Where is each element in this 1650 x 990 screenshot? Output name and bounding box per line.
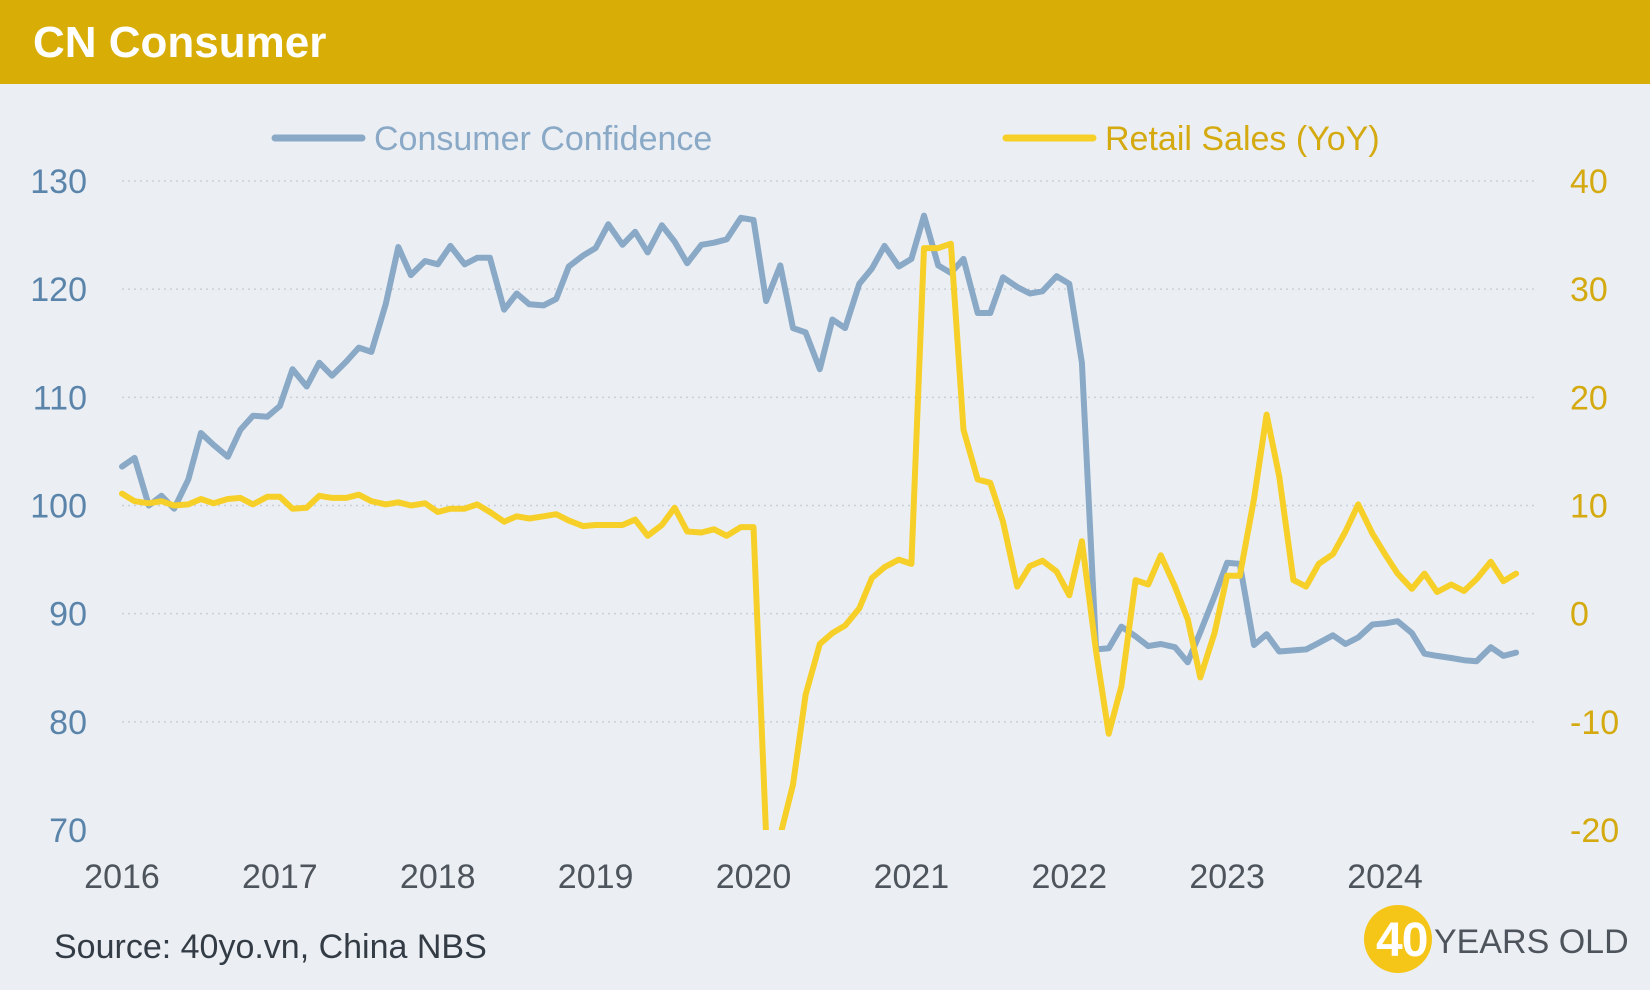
page-title: CN Consumer xyxy=(33,18,327,67)
x-axis-tick-label: 2023 xyxy=(1189,858,1265,896)
left-axis-tick-label: 100 xyxy=(30,488,87,526)
series-line-1 xyxy=(119,240,1520,830)
left-axis-tick-label: 120 xyxy=(30,271,87,309)
x-axis-tick-label: 2020 xyxy=(716,858,792,896)
left-axis-tick-label: 110 xyxy=(33,379,87,417)
header-bar: CN Consumer xyxy=(0,0,1650,84)
legend-label-1: Retail Sales (YoY) xyxy=(1105,120,1380,158)
legend-label-0: Consumer Confidence xyxy=(374,120,712,158)
x-axis-ticks: 2016 2017 2018 2019 2020 2021 2022 2023 2024 xyxy=(84,858,1423,896)
x-axis-tick-label: 2016 xyxy=(84,858,160,896)
logo-circle-icon xyxy=(1364,905,1432,973)
left-axis-tick-label: 130 xyxy=(30,163,87,201)
right-axis-tick-label: 20 xyxy=(1570,379,1608,417)
left-axis-ticks: 130 120 110 100 90 80 70 xyxy=(30,163,87,850)
right-axis-tick-label: 10 xyxy=(1570,488,1608,526)
series-layer xyxy=(119,212,1520,830)
brand-logo: 40 YEARS OLD xyxy=(1364,905,1644,977)
x-axis-tick-label: 2019 xyxy=(558,858,634,896)
left-axis-tick-label: 90 xyxy=(49,596,87,634)
grid-lines xyxy=(122,180,1535,723)
chart-legend: Consumer Confidence Retail Sales (YoY) xyxy=(271,120,1380,158)
right-axis-tick-label: 40 xyxy=(1570,163,1608,201)
right-axis-ticks: 40 30 20 10 0 -10 -20 xyxy=(1570,163,1619,850)
x-axis-tick-label: 2018 xyxy=(400,858,476,896)
x-axis-tick-label: 2021 xyxy=(874,858,950,896)
source-note: Source: 40yo.vn, China NBS xyxy=(54,928,487,966)
x-axis-tick-label: 2024 xyxy=(1347,858,1423,896)
right-axis-tick-label: 0 xyxy=(1570,596,1589,634)
x-axis-tick-label: 2022 xyxy=(1031,858,1107,896)
x-axis-tick-label: 2017 xyxy=(242,858,318,896)
right-axis-tick-label: 30 xyxy=(1570,271,1608,309)
right-axis-tick-label: -20 xyxy=(1570,812,1619,850)
series-line-0 xyxy=(119,212,1520,666)
logo-number: 40 xyxy=(1376,914,1428,967)
left-axis-tick-label: 80 xyxy=(49,704,87,742)
logo-text: YEARS OLD xyxy=(1434,923,1629,961)
left-axis-tick-label: 70 xyxy=(49,812,87,850)
right-axis-tick-label: -10 xyxy=(1570,704,1619,742)
